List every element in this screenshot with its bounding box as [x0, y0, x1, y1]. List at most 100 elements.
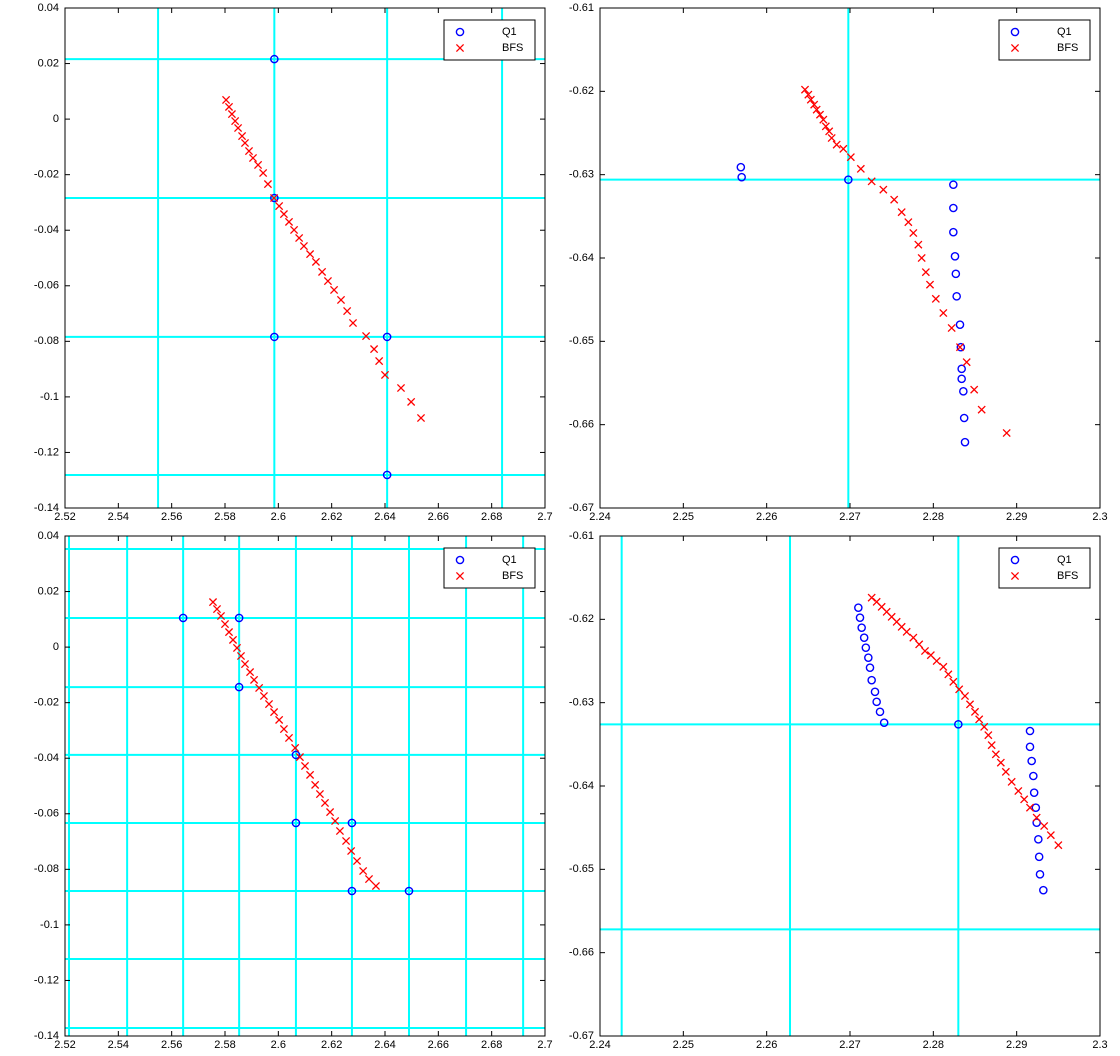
x-marker	[228, 635, 238, 644]
x-marker	[962, 358, 971, 367]
legend-label: Q1	[1057, 554, 1072, 566]
axes: 2.24 2.25 2.26 2.27 2.28 2.29 2.3 -0.67 -0.66 -0.…	[569, 530, 1108, 1051]
x-tick-label: 2.25	[673, 1039, 694, 1051]
x-marker	[250, 675, 259, 684]
x-marker	[306, 770, 315, 779]
x-marker	[810, 100, 819, 109]
x-marker	[867, 177, 876, 186]
x-marker	[311, 780, 320, 789]
y-tick-label: 0.04	[38, 2, 59, 14]
legend-marker	[1010, 555, 1020, 565]
y-tick-label: -0.67	[569, 1030, 594, 1042]
x-marker	[1007, 777, 1016, 786]
y-tick-label: -0.65	[569, 863, 594, 875]
y-tick-label: -0.63	[569, 697, 594, 709]
circle-marker	[736, 162, 746, 172]
circle-marker	[1032, 818, 1041, 827]
x-marker	[955, 685, 964, 694]
y-tick-label: -0.02	[34, 169, 59, 181]
circle-marker	[291, 818, 301, 828]
x-marker	[208, 598, 218, 607]
x-marker	[879, 185, 888, 194]
axes-box	[64, 535, 546, 1037]
x-marker	[352, 856, 362, 866]
y-tick-label: -0.06	[34, 808, 59, 820]
x-marker	[246, 668, 255, 677]
circle-marker	[949, 203, 958, 213]
axes-box	[64, 7, 546, 509]
circle-marker	[950, 252, 960, 261]
x-marker	[335, 826, 344, 836]
y-tick-label: -0.14	[34, 1030, 59, 1042]
circle-marker	[872, 697, 881, 707]
circle-marker	[949, 227, 958, 237]
circle-marker	[1029, 788, 1039, 797]
x-marker	[348, 318, 358, 328]
x-marker	[315, 789, 324, 799]
x-marker	[380, 370, 390, 380]
circle-marker	[949, 180, 958, 189]
x-tick-label: 2.27	[839, 511, 860, 523]
x-marker	[902, 627, 911, 636]
x-tick-label: 2.62	[321, 511, 342, 523]
legend-marker	[455, 555, 465, 565]
legend-box	[443, 19, 536, 61]
circle-marker	[951, 269, 961, 279]
x-marker	[227, 110, 236, 119]
x-marker	[295, 233, 304, 243]
circle-marker	[1027, 756, 1036, 766]
x-marker	[259, 691, 268, 701]
y-tick-label: -0.62	[569, 613, 594, 625]
y-tick-label: -0.06	[34, 280, 59, 292]
x-tick-label: 2.3	[1092, 511, 1107, 523]
x-marker	[255, 683, 264, 693]
circle-marker	[959, 387, 968, 396]
x-marker	[232, 643, 242, 653]
x-marker	[231, 116, 240, 126]
plot-area	[600, 536, 1100, 1036]
legend-box	[998, 547, 1091, 589]
x-tick-label: 2.58	[214, 1039, 235, 1051]
x-marker	[240, 659, 250, 669]
x-marker	[1002, 428, 1011, 438]
x-marker	[996, 758, 1005, 767]
x-marker	[939, 662, 948, 671]
x-marker	[846, 153, 855, 162]
x-tick-label: 2.3	[1092, 1039, 1107, 1051]
x-marker	[248, 153, 258, 163]
x-tick-label: 2.7	[537, 1039, 552, 1051]
x-marker	[224, 102, 234, 111]
x-marker	[371, 881, 380, 891]
legend-label: BFS	[1057, 42, 1078, 54]
x-marker	[264, 699, 274, 709]
circle-marker	[854, 603, 863, 612]
circle-marker	[234, 613, 244, 623]
y-tick-label: -0.1	[40, 391, 59, 403]
y-tick-label: -0.08	[34, 335, 59, 347]
x-tick-label: 2.58	[214, 511, 235, 523]
x-marker	[279, 210, 288, 219]
x-tick-label: 2.26	[756, 1039, 777, 1051]
x-marker	[291, 743, 300, 753]
x-marker	[375, 356, 384, 366]
x-marker	[921, 268, 930, 277]
x-marker	[904, 218, 913, 227]
x-tick-label: 2.7	[537, 511, 552, 523]
x-marker	[984, 731, 993, 740]
y-tick-label: -0.65	[569, 335, 594, 347]
circle-marker	[960, 437, 970, 447]
x-tick-label: 2.52	[54, 1039, 75, 1051]
x-marker	[800, 85, 810, 94]
x-tick-label: 2.29	[1006, 1039, 1027, 1051]
circle-marker	[1031, 803, 1041, 812]
circle-marker	[270, 54, 279, 64]
x-marker	[279, 724, 288, 734]
y-tick-label: -0.61	[569, 530, 594, 542]
x-marker	[212, 604, 222, 614]
x-marker	[275, 715, 284, 724]
circle-marker	[382, 470, 392, 480]
x-marker	[1020, 795, 1029, 804]
axes: 2.52 2.54 2.56 2.58 2.6 2.62 2.64 2.66 2.68 2.7 -0…	[34, 2, 553, 523]
